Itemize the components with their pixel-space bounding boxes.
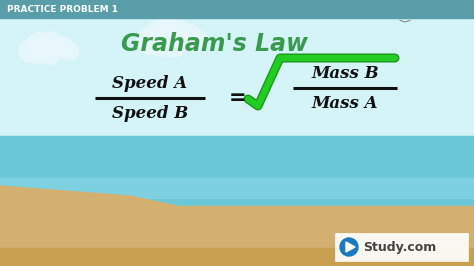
Bar <box>0 178 474 198</box>
Circle shape <box>26 33 53 60</box>
Circle shape <box>19 40 41 62</box>
Circle shape <box>30 48 46 64</box>
Circle shape <box>145 19 178 51</box>
Bar <box>0 206 474 266</box>
Circle shape <box>52 37 73 57</box>
Text: PRACTICE PROBLEM 1: PRACTICE PROBLEM 1 <box>7 5 118 14</box>
Circle shape <box>340 238 358 256</box>
Circle shape <box>61 42 79 60</box>
Circle shape <box>39 32 63 56</box>
Circle shape <box>150 37 169 56</box>
Text: Speed B: Speed B <box>112 106 188 123</box>
Bar <box>0 0 474 18</box>
Bar <box>0 248 474 266</box>
Circle shape <box>161 18 189 47</box>
Text: Speed A: Speed A <box>112 74 188 92</box>
Circle shape <box>187 31 208 51</box>
Text: Mass B: Mass B <box>311 64 379 81</box>
Bar <box>0 136 474 211</box>
Bar <box>0 136 474 181</box>
Bar <box>335 233 468 261</box>
Text: Mass A: Mass A <box>312 95 378 113</box>
Circle shape <box>40 45 60 65</box>
Text: Study.com: Study.com <box>363 240 436 253</box>
Text: =: = <box>229 88 247 108</box>
Polygon shape <box>0 186 230 266</box>
Circle shape <box>137 28 164 54</box>
Circle shape <box>163 34 185 57</box>
Bar <box>0 0 474 136</box>
Circle shape <box>176 24 201 49</box>
Text: Graham's Law: Graham's Law <box>121 32 309 56</box>
Polygon shape <box>346 242 355 252</box>
